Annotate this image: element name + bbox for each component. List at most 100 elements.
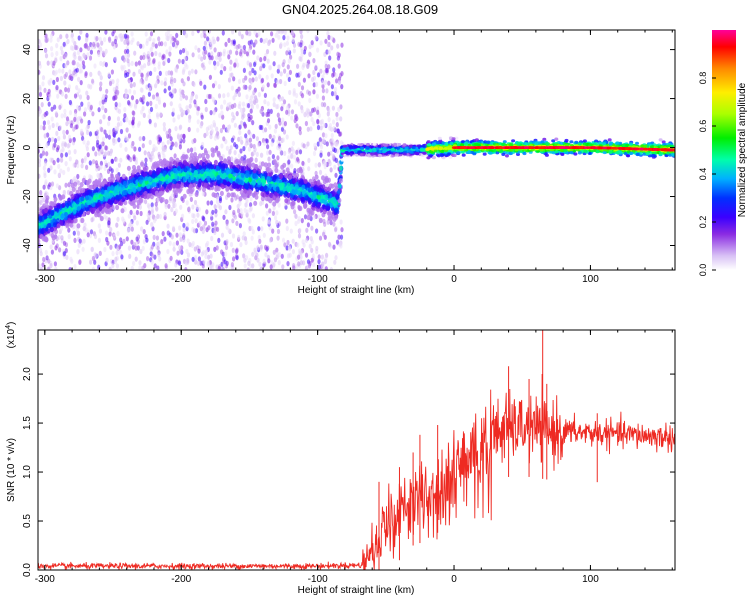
spectrogram-cell (294, 220, 298, 227)
spectrogram-cell (312, 69, 316, 76)
spectrogram-cell (96, 42, 100, 48)
spectrogram-cell (119, 157, 123, 163)
spectrogram-cell (49, 226, 54, 233)
spectrogram-cell (77, 186, 82, 192)
spectrogram-cell (328, 183, 333, 189)
spectrogram-cell (307, 166, 311, 172)
spectrogram-cell (336, 51, 340, 57)
spectrogram-cell (55, 183, 60, 189)
spectrogram-cell (49, 37, 53, 43)
spectrogram-cell (127, 227, 131, 233)
spectrogram-cell (127, 245, 131, 251)
spectrogram-cell (61, 142, 65, 148)
spectrogram-cell (62, 189, 67, 196)
spectrogram-cell (193, 146, 197, 152)
spectrogram-cell (194, 191, 199, 197)
spectrogram-cell (213, 60, 217, 66)
spectrogram-cell (132, 260, 136, 266)
spectrogram-cell (300, 48, 304, 54)
spectrogram-cell (71, 202, 76, 208)
spectrogram-cell (243, 263, 247, 269)
spectrogram-cell (41, 150, 46, 156)
spectrogram-cell (223, 158, 228, 164)
spectrogram-cell (116, 231, 120, 237)
spectrogram-cell (177, 58, 181, 64)
spectrogram-cell (192, 81, 196, 88)
spectrogram-cell (54, 266, 58, 270)
spectrogram-cell (126, 154, 130, 160)
spectrogram-cell (183, 182, 188, 188)
spectrogram-cell (82, 238, 86, 244)
spectrogram-cell (84, 72, 88, 79)
spectrogram-cell (285, 50, 289, 56)
spectrogram-cell (50, 232, 55, 239)
spectrogram-cell (83, 107, 87, 113)
spectrogram-cell (139, 64, 143, 70)
spectrogram-cell (195, 163, 200, 169)
spectrogram-cell (166, 223, 170, 229)
spectrogram-cell (317, 214, 321, 220)
spectrogram-cell (67, 200, 72, 206)
spectrogram-cell (318, 137, 322, 143)
spectrogram-cell (253, 99, 257, 106)
spectrogram-cell (180, 89, 184, 95)
spectrogram-cell (174, 126, 178, 132)
spectrogram-cell (279, 71, 283, 77)
spectrogram-cell (39, 199, 43, 206)
spectrogram-cell (174, 208, 178, 214)
spectrogram-cell (111, 176, 115, 182)
spectrogram-cell (132, 89, 137, 95)
spectrogram-cell (329, 220, 333, 226)
spectrogram-cell (76, 104, 80, 111)
spectrogram-cell (73, 193, 78, 199)
spectrogram-cell (306, 182, 311, 188)
spectrogram-cell (182, 133, 186, 139)
spectrogram-cell (293, 209, 297, 215)
spectrogram-cell (38, 91, 43, 97)
spectrogram-cell (291, 200, 295, 206)
spectrogram-cell (190, 167, 195, 173)
spectrogram-cell (87, 83, 91, 89)
spectrogram-cell (164, 77, 168, 83)
spectrogram-cell (86, 129, 90, 136)
spectrogram-cell (194, 94, 199, 100)
spectrogram-cell (246, 60, 250, 66)
spectrogram-cell (325, 141, 329, 147)
spectrogram-cell (201, 191, 205, 197)
spectrogram-cell (238, 196, 243, 202)
spectrogram-cell (46, 132, 50, 138)
spectrogram-cell (335, 95, 339, 101)
spectrogram-cell (275, 186, 280, 192)
spectrogram-cell (225, 220, 229, 226)
spectrogram-cell (181, 153, 186, 160)
spectrogram-cell (142, 112, 146, 118)
spectrogram-cell (40, 102, 44, 108)
spectrogram-cell (120, 254, 124, 260)
spectrogram-cell (280, 253, 284, 259)
spectrogram-cell (217, 93, 222, 99)
spectrogram-cell (127, 100, 131, 106)
spectrogram-cell (117, 137, 121, 143)
spectrogram-cell (170, 207, 174, 213)
spectrogram-cell (298, 149, 303, 155)
spectrogram-cell (215, 126, 219, 132)
spectrogram-cell (307, 263, 311, 269)
spectrogram-cell (73, 51, 77, 57)
spectrogram-cell (257, 142, 261, 148)
spectrogram-cell (150, 43, 154, 50)
spectrogram-cell (94, 252, 98, 258)
spectrogram-cell (265, 210, 269, 216)
spectrogram-cell (315, 93, 319, 99)
spectrogram-cell (97, 237, 101, 243)
spectrogram-cell (136, 165, 141, 171)
spectrogram-cell (268, 65, 272, 71)
spectrogram-cell (230, 103, 235, 110)
spectrogram-cell (49, 201, 54, 207)
spectrogram-cell (99, 119, 103, 125)
spectrogram-cell (60, 157, 64, 163)
spectrogram-cell (230, 262, 234, 268)
spectrogram-cell (75, 67, 79, 73)
spectrogram-cell (237, 153, 241, 159)
spectrogram-cell (50, 33, 54, 39)
spectrogram-cell (73, 149, 77, 155)
